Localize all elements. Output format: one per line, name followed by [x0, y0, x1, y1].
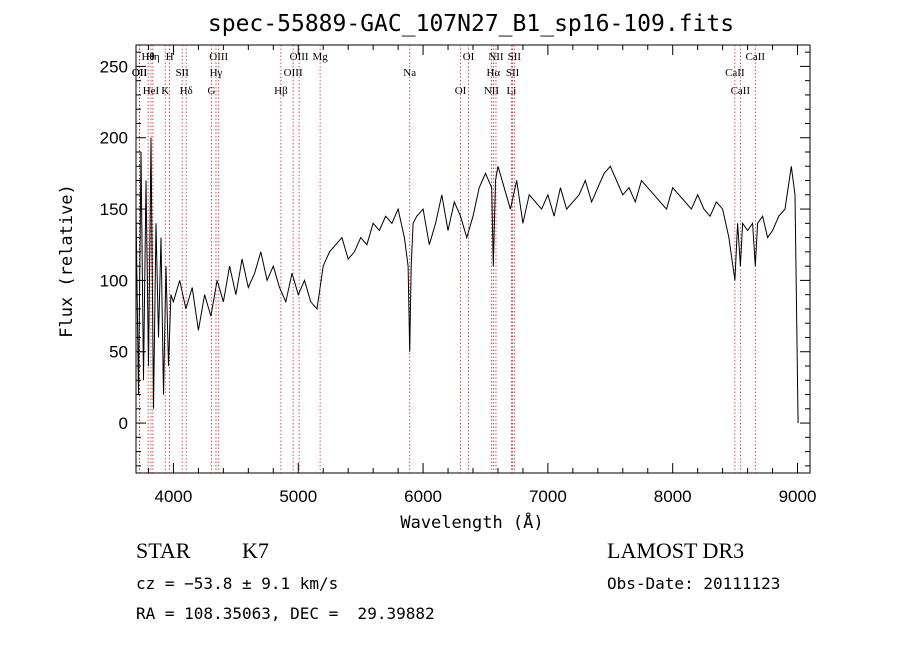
- line-label: G: [208, 85, 216, 97]
- coords-text: RA = 108.35063, DEC = 29.39882: [136, 604, 435, 623]
- line-label: NII: [484, 85, 500, 97]
- y-axis: 0 50 100 150 200 250: [100, 51, 810, 467]
- line-label: K: [161, 85, 169, 97]
- y-axis-label: Flux (relative): [57, 184, 77, 338]
- line-label: Hθ: [141, 51, 154, 63]
- y-tick-label: 200: [100, 129, 128, 148]
- line-label: OIII: [290, 51, 309, 63]
- line-label: Hα: [486, 67, 500, 79]
- line-label: Hγ: [210, 67, 223, 79]
- line-label: OII: [132, 67, 148, 79]
- x-tick-label: 5000: [279, 487, 317, 506]
- line-label: OIII: [209, 51, 228, 63]
- line-label: H: [166, 51, 174, 63]
- survey-label: LAMOST DR3: [607, 538, 745, 563]
- line-label: NII: [488, 51, 504, 63]
- x-tick-label: 6000: [404, 487, 442, 506]
- x-tick-label: 9000: [779, 487, 817, 506]
- line-label: Hβ: [274, 85, 288, 97]
- plot-frame: [135, 44, 811, 474]
- x-tick-label: 7000: [529, 487, 567, 506]
- line-label: CaII: [725, 67, 745, 79]
- obs-date-text: Obs-Date: 20111123: [607, 574, 781, 593]
- line-label: Mg: [312, 51, 328, 63]
- y-tick-label: 100: [100, 271, 128, 290]
- line-label: CaII: [746, 51, 766, 63]
- x-tick-label: 8000: [654, 487, 692, 506]
- spectral-line-markers: [138, 45, 756, 473]
- line-label: Hη: [146, 51, 160, 63]
- chart-title: spec-55889-GAC_107N27_B1_sp16-109.fits: [208, 11, 734, 37]
- line-label: OIII: [284, 67, 303, 79]
- y-tick-label: 150: [100, 200, 128, 219]
- line-label: OII: [132, 67, 148, 79]
- y-tick-label: 0: [119, 414, 128, 433]
- x-tick-label: 4000: [155, 487, 193, 506]
- line-label: SII: [175, 67, 189, 79]
- y-tick-label: 50: [109, 343, 128, 362]
- line-label: SII: [506, 67, 520, 79]
- x-axis-label: Wavelength (Å): [400, 511, 543, 533]
- line-label: Hδ: [180, 85, 193, 97]
- line-label: Li: [507, 85, 517, 97]
- line-label: CaII: [731, 85, 751, 97]
- subclass-label: K7: [242, 538, 269, 563]
- x-axis: 4000 5000 6000 7000 8000 9000: [147, 45, 817, 506]
- spectral-line-labels: HθOIIHeIHηOIIKHSIIHδOIIIHγGOIIIOIIIHβMgN…: [132, 51, 766, 97]
- line-label: HeI: [143, 85, 160, 97]
- y-tick-label: 250: [100, 57, 128, 76]
- line-label: OI: [455, 85, 467, 97]
- line-label: SII: [508, 51, 522, 63]
- redshift-text: cz = −53.8 ± 9.1 km/s: [136, 574, 339, 593]
- class-label: STAR: [136, 538, 191, 563]
- line-label: Na: [403, 67, 416, 79]
- line-label: OI: [463, 51, 475, 63]
- spectrum-series: [135, 137, 799, 424]
